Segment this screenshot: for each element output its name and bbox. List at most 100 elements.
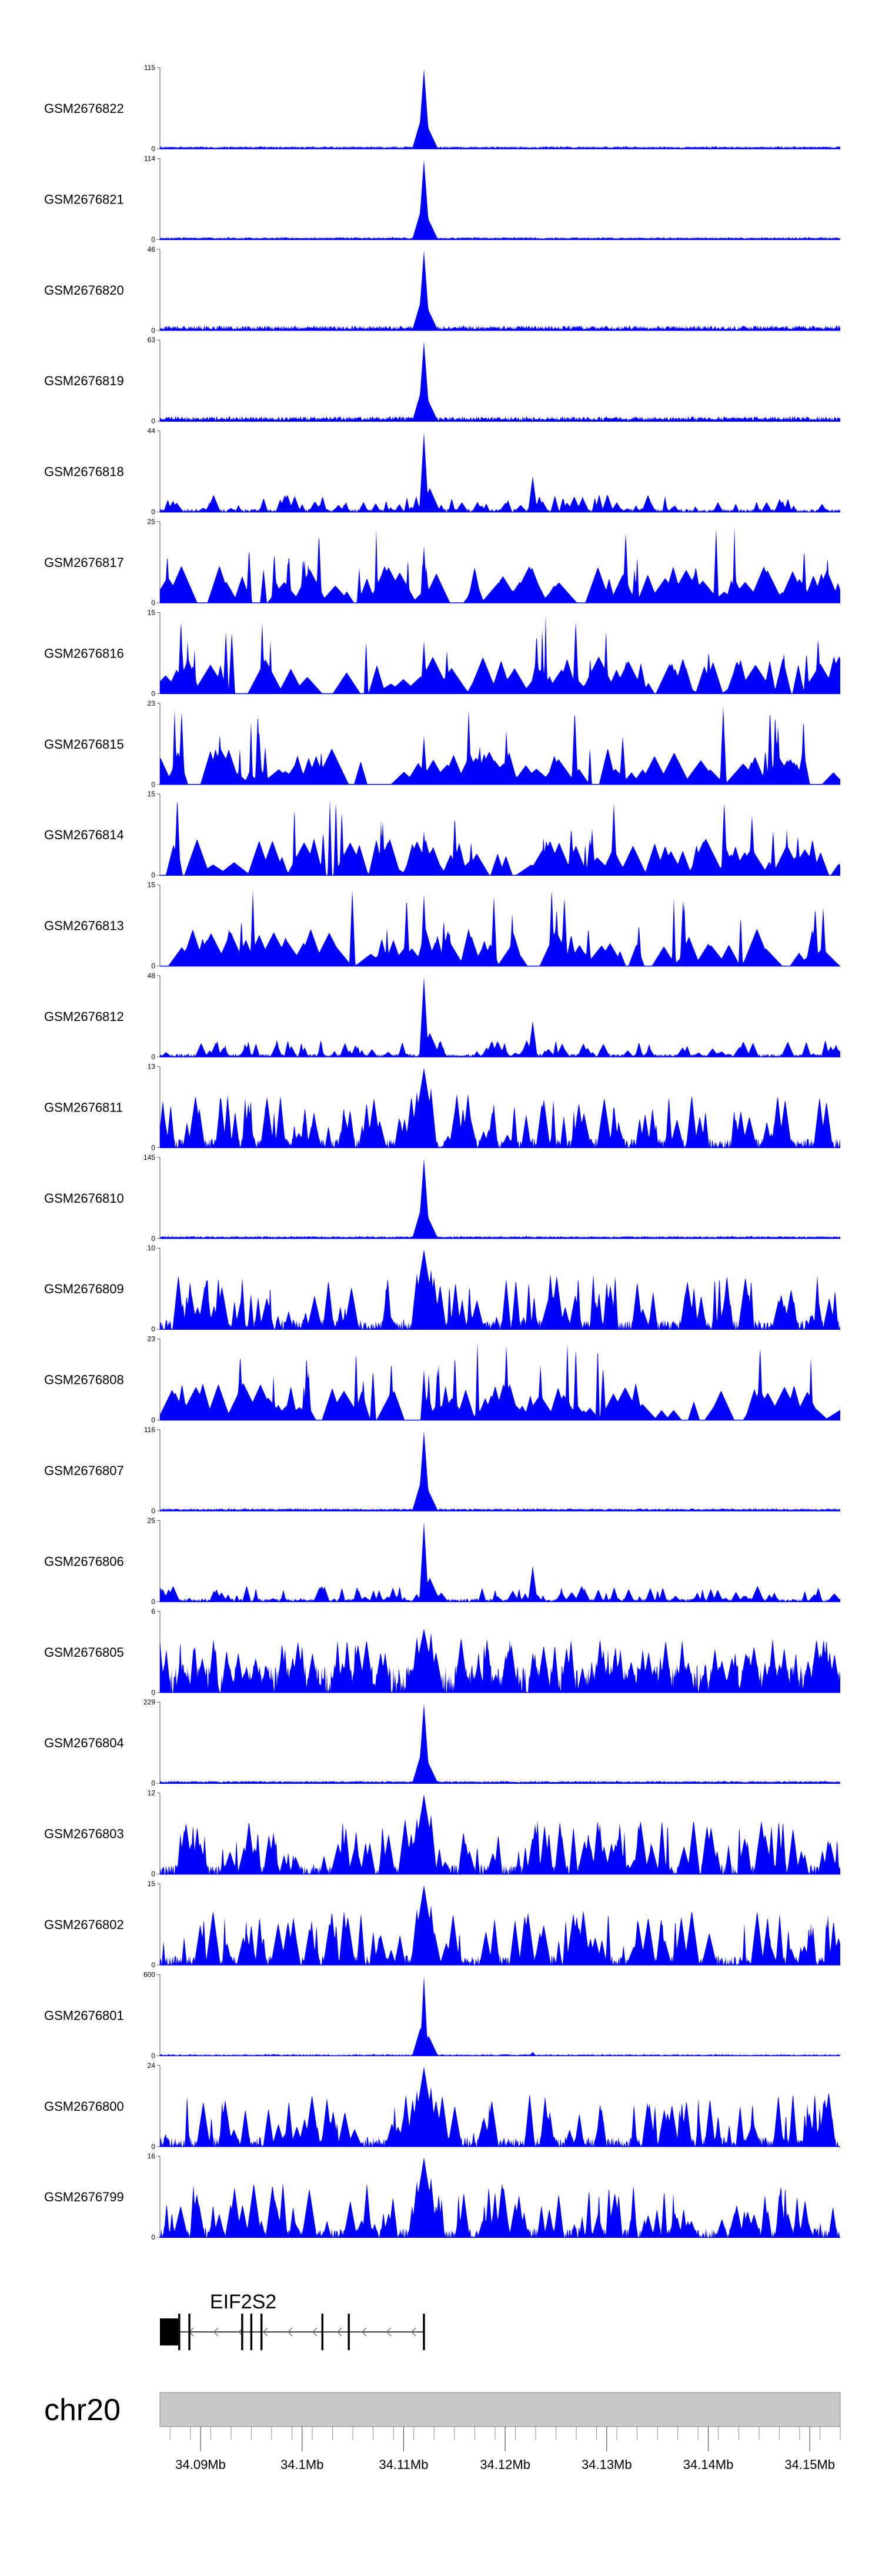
track-label: GSM2676805 xyxy=(44,1645,124,1660)
track-GSM2676809: GSM2676809 10 0 xyxy=(44,1244,840,1333)
track-GSM2676816: GSM2676816 15 0 xyxy=(44,608,840,698)
coverage-area xyxy=(160,341,840,422)
track-GSM2676800: GSM2676800 24 0 xyxy=(44,2061,840,2151)
coverage-area xyxy=(160,69,840,149)
y-max-label: 24 xyxy=(148,2061,156,2070)
track-GSM2676806: GSM2676806 25 0 xyxy=(44,1516,840,1606)
track-label: GSM2676806 xyxy=(44,1554,124,1569)
y-min-label: 0 xyxy=(151,689,155,698)
track-GSM2676803: GSM2676803 12 0 xyxy=(44,1789,840,1878)
x-tick-label: 34.12Mb xyxy=(480,2457,530,2472)
track-label: GSM2676815 xyxy=(44,737,124,752)
y-max-label: 23 xyxy=(148,1335,156,1343)
track-label: GSM2676804 xyxy=(44,1736,124,1750)
y-min-label: 0 xyxy=(151,417,155,425)
y-max-label: 15 xyxy=(148,881,156,889)
y-min-label: 0 xyxy=(151,1234,155,1243)
x-tick-label: 34.1Mb xyxy=(280,2457,323,2472)
strand-arrow xyxy=(287,2327,293,2337)
y-max-label: 23 xyxy=(148,699,156,708)
gene-exon xyxy=(250,2314,253,2350)
coverage-area xyxy=(160,1885,840,1965)
coverage-area xyxy=(160,614,840,694)
track-label: GSM2676819 xyxy=(44,373,124,388)
coverage-area xyxy=(160,526,840,603)
track-GSM2676802: GSM2676802 15 0 xyxy=(44,1880,840,1969)
coverage-area xyxy=(160,159,840,240)
x-tick-label: 34.15Mb xyxy=(784,2457,835,2472)
coverage-area xyxy=(160,1159,840,1239)
y-max-label: 6 xyxy=(151,1607,155,1616)
track-GSM2676807: GSM2676807 116 0 xyxy=(44,1426,840,1515)
strand-arrow xyxy=(410,2327,416,2337)
y-max-label: 12 xyxy=(148,1789,156,1797)
track-label: GSM2676801 xyxy=(44,2008,124,2023)
gene-exon xyxy=(188,2314,191,2350)
track-GSM2676808: GSM2676808 23 0 xyxy=(44,1335,840,1424)
track-label: GSM2676800 xyxy=(44,2099,124,2114)
coverage-area xyxy=(160,1629,840,1693)
track-GSM2676819: GSM2676819 63 0 xyxy=(44,336,840,425)
track-label: GSM2676813 xyxy=(44,919,124,933)
coverage-area xyxy=(160,1794,840,1874)
coverage-area xyxy=(160,432,840,512)
gene-exon xyxy=(348,2314,350,2350)
coverage-area xyxy=(160,1976,840,2056)
track-GSM2676817: GSM2676817 25 0 xyxy=(44,518,840,607)
track-label: GSM2676821 xyxy=(44,192,124,206)
track-label: GSM2676807 xyxy=(44,1463,124,1478)
y-max-label: 46 xyxy=(148,245,156,253)
track-GSM2676813: GSM2676813 15 0 xyxy=(44,881,840,970)
y-min-label: 0 xyxy=(151,2143,155,2151)
y-min-label: 0 xyxy=(151,871,155,879)
x-tick-label: 34.11Mb xyxy=(379,2457,428,2472)
y-min-label: 0 xyxy=(151,1597,155,1606)
y-min-label: 0 xyxy=(151,1779,155,1787)
y-min-label: 0 xyxy=(151,1053,155,1061)
coverage-area xyxy=(160,706,840,785)
coverage-area xyxy=(160,1521,840,1602)
track-label: GSM2676817 xyxy=(44,555,124,570)
track-GSM2676820: GSM2676820 46 0 xyxy=(44,245,840,335)
y-max-label: 25 xyxy=(148,518,156,526)
y-min-label: 0 xyxy=(151,962,155,970)
y-max-label: 115 xyxy=(144,64,155,72)
gene-exon xyxy=(321,2314,324,2350)
track-GSM2676821: GSM2676821 114 0 xyxy=(44,154,840,243)
coverage-area xyxy=(160,251,840,331)
strand-arrow xyxy=(361,2327,367,2337)
track-GSM2676815: GSM2676815 23 0 xyxy=(44,699,840,789)
strand-arrow xyxy=(386,2327,392,2337)
y-min-label: 0 xyxy=(151,1416,155,1424)
gene-exon xyxy=(423,2314,425,2350)
chromosome-band xyxy=(159,2392,841,2427)
y-min-label: 0 xyxy=(151,508,155,516)
y-max-label: 15 xyxy=(148,608,156,616)
strand-arrow xyxy=(262,2327,268,2337)
track-label: GSM2676812 xyxy=(44,1009,124,1024)
x-tick-label: 34.09Mb xyxy=(175,2457,226,2472)
y-max-label: 10 xyxy=(148,1244,156,1252)
x-tick-label: 34.13Mb xyxy=(582,2457,632,2472)
coverage-area xyxy=(160,2066,840,2147)
coverage-area xyxy=(160,1067,840,1148)
track-label: GSM2676816 xyxy=(44,646,124,660)
y-min-label: 0 xyxy=(151,1870,155,1878)
y-max-label: 600 xyxy=(143,1970,155,1978)
track-label: GSM2676808 xyxy=(44,1373,124,1387)
track-label: GSM2676799 xyxy=(44,2190,124,2204)
gene-exon xyxy=(260,2314,263,2350)
y-min-label: 0 xyxy=(151,1143,155,1152)
coverage-area xyxy=(160,1431,840,1511)
track-GSM2676810: GSM2676810 145 0 xyxy=(44,1153,840,1243)
track-label: GSM2676809 xyxy=(44,1282,124,1296)
coverage-area xyxy=(160,1249,840,1330)
coverage-area xyxy=(160,1342,840,1420)
chromosome-label: chr20 xyxy=(44,2393,121,2427)
y-max-label: 13 xyxy=(148,1062,156,1070)
track-GSM2676801: GSM2676801 600 0 xyxy=(44,1970,840,2060)
gene-track: EIF2S2 xyxy=(160,2291,425,2350)
y-min-label: 0 xyxy=(151,1689,155,1697)
coverage-area xyxy=(160,799,840,876)
track-GSM2676804: GSM2676804 229 0 xyxy=(44,1698,840,1787)
